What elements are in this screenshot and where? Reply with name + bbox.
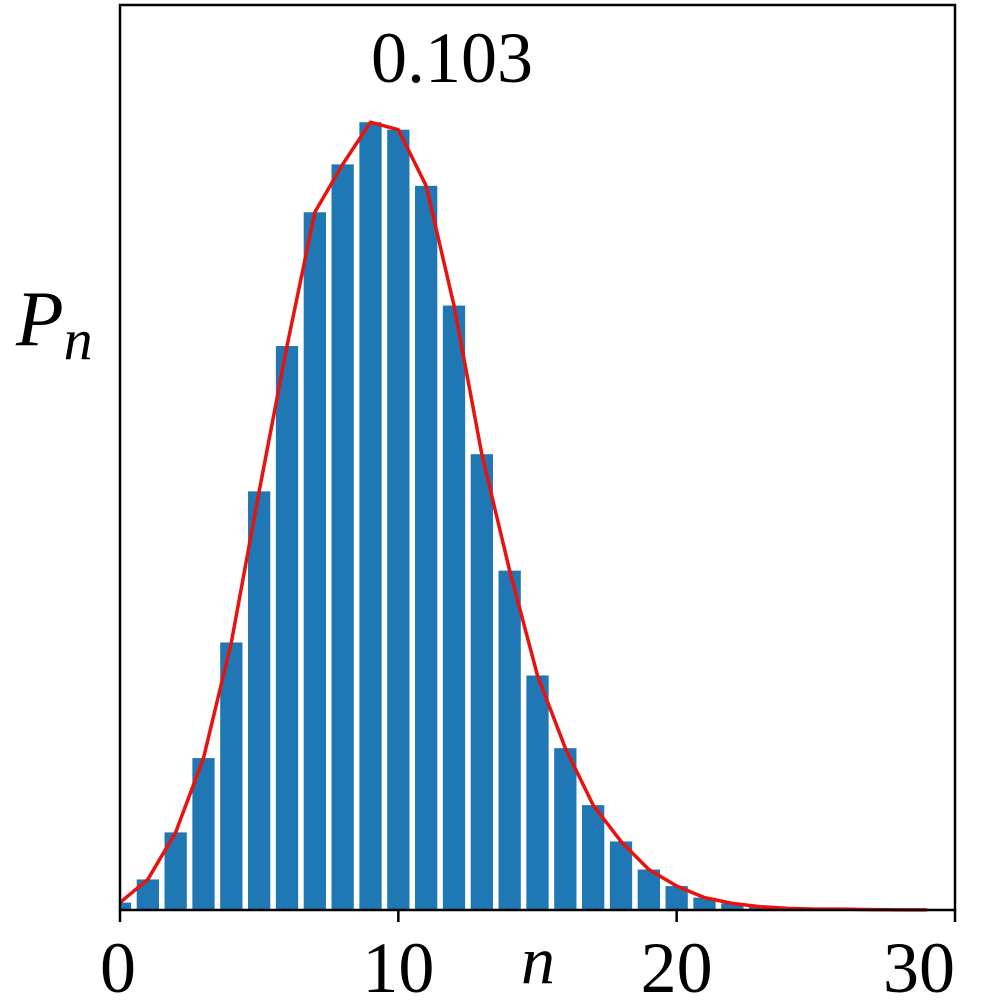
bar — [303, 212, 326, 910]
bar — [248, 491, 271, 910]
x-ticks-group: 0 10 20 30 — [100, 910, 957, 1000]
x-tick-label: 10 — [362, 928, 434, 1000]
x-tick-label: 30 — [883, 928, 955, 1000]
bar — [331, 164, 354, 910]
bar — [470, 454, 493, 910]
bars-group — [120, 122, 939, 911]
bar — [665, 886, 688, 910]
y-axis-label: Pn — [15, 275, 93, 372]
bar — [582, 805, 605, 910]
bar — [136, 879, 159, 910]
y-axis-label-subscript: n — [64, 307, 93, 372]
bar — [192, 758, 215, 910]
bar — [637, 869, 660, 910]
bar — [693, 897, 716, 910]
bar — [120, 902, 132, 910]
bar — [498, 570, 521, 911]
y-axis-label-main: P — [15, 275, 64, 362]
x-tick-label: 0 — [100, 928, 136, 1000]
bar — [164, 832, 187, 910]
chart-title: 0.103 — [371, 18, 533, 98]
bar — [442, 305, 466, 910]
bar — [415, 185, 438, 910]
x-tick-label: 20 — [641, 928, 713, 1000]
bar — [554, 748, 577, 910]
bar — [526, 675, 549, 910]
x-axis-label: n — [521, 922, 555, 998]
bar — [609, 841, 633, 910]
bar — [721, 903, 744, 910]
bar — [359, 122, 382, 910]
bar — [220, 642, 243, 910]
bar — [275, 346, 299, 910]
plot-frame — [118, 3, 957, 912]
bar — [387, 129, 410, 910]
fit-line — [118, 120, 928, 912]
